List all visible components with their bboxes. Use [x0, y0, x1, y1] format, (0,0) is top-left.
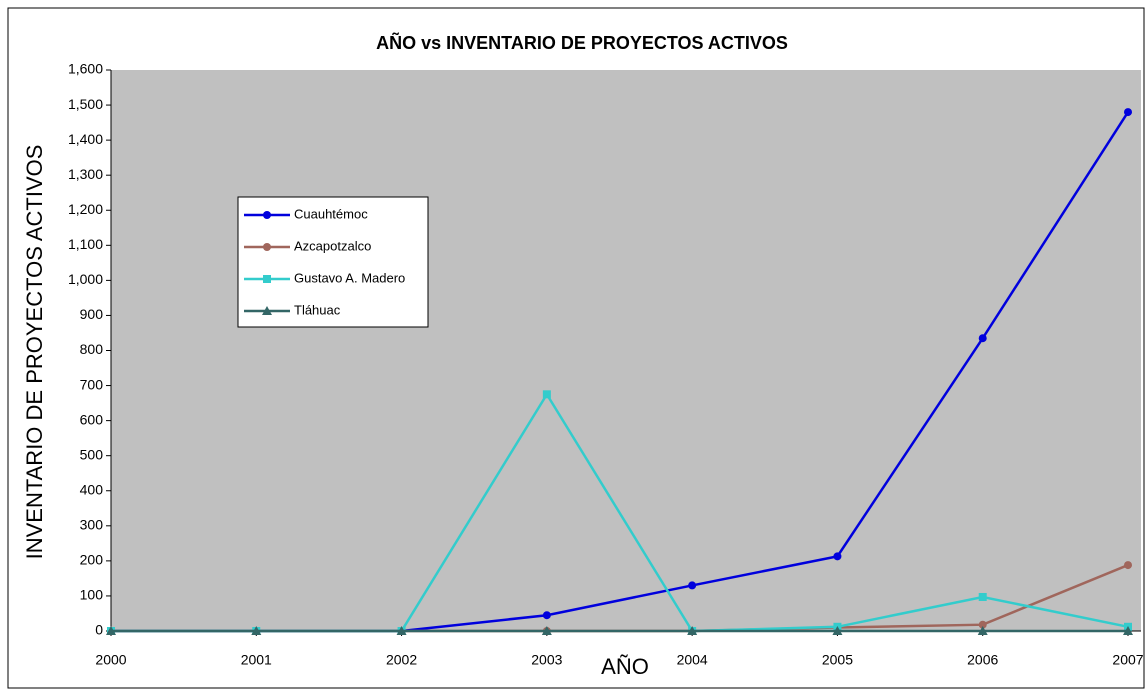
y-tick-label: 1,400	[68, 131, 103, 147]
x-tick-label: 2006	[967, 652, 998, 668]
marker	[688, 581, 697, 590]
marker	[1124, 108, 1132, 117]
legend-label: Gustavo A. Madero	[294, 270, 405, 285]
y-tick-label: 200	[80, 552, 104, 568]
y-axis-label: INVENTARIO DE PROYECTOS ACTIVOS	[22, 145, 47, 560]
y-tick-label: 0	[95, 622, 103, 638]
marker	[687, 626, 698, 635]
marker	[1124, 561, 1132, 570]
legend-marker	[263, 211, 271, 219]
legend	[237, 196, 429, 328]
y-tick-label: 1,000	[68, 271, 103, 287]
legend-marker	[263, 275, 271, 283]
y-tick-label: 900	[80, 306, 104, 322]
legend-label: Tláhuac	[294, 302, 341, 317]
marker	[396, 626, 407, 635]
marker	[833, 552, 842, 561]
y-tick-label: 800	[80, 341, 104, 357]
marker	[1123, 626, 1133, 635]
x-tick-label: 2002	[386, 652, 417, 668]
marker	[542, 611, 551, 620]
legend-label: Cuauhtémoc	[294, 206, 368, 221]
marker	[541, 626, 552, 635]
y-tick-label: 100	[80, 587, 104, 603]
marker	[832, 626, 843, 635]
marker	[251, 626, 262, 635]
y-tick-label: 1,300	[68, 166, 103, 182]
marker	[106, 626, 116, 635]
legend-label: Azcapotzalco	[294, 238, 371, 253]
marker	[977, 626, 988, 635]
y-tick-label: 700	[80, 376, 104, 392]
x-tick-label: 2007	[1112, 652, 1143, 668]
legend-marker	[263, 243, 271, 251]
x-tick-label: 2000	[95, 652, 126, 668]
x-tick-label: 2003	[531, 652, 562, 668]
legend-marker	[262, 306, 272, 315]
y-tick-label: 1,600	[68, 61, 103, 77]
x-axis-label: AÑO	[601, 654, 649, 679]
plot-area	[111, 70, 1141, 631]
marker	[978, 592, 987, 601]
y-tick-label: 1,200	[68, 201, 103, 217]
x-tick-label: 2004	[677, 652, 708, 668]
y-tick-label: 1,500	[68, 96, 103, 112]
y-tick-label: 400	[80, 481, 104, 497]
y-tick-label: 1,100	[68, 236, 103, 252]
y-tick-label: 300	[80, 517, 104, 533]
x-tick-label: 2005	[822, 652, 853, 668]
marker	[978, 620, 987, 629]
marker	[978, 334, 987, 343]
marker	[542, 390, 551, 399]
x-tick-label: 2001	[241, 652, 272, 668]
y-tick-label: 500	[80, 446, 104, 462]
y-tick-label: 600	[80, 411, 104, 427]
chart-title: AÑO vs INVENTARIO DE PROYECTOS ACTIVOS	[376, 32, 788, 53]
